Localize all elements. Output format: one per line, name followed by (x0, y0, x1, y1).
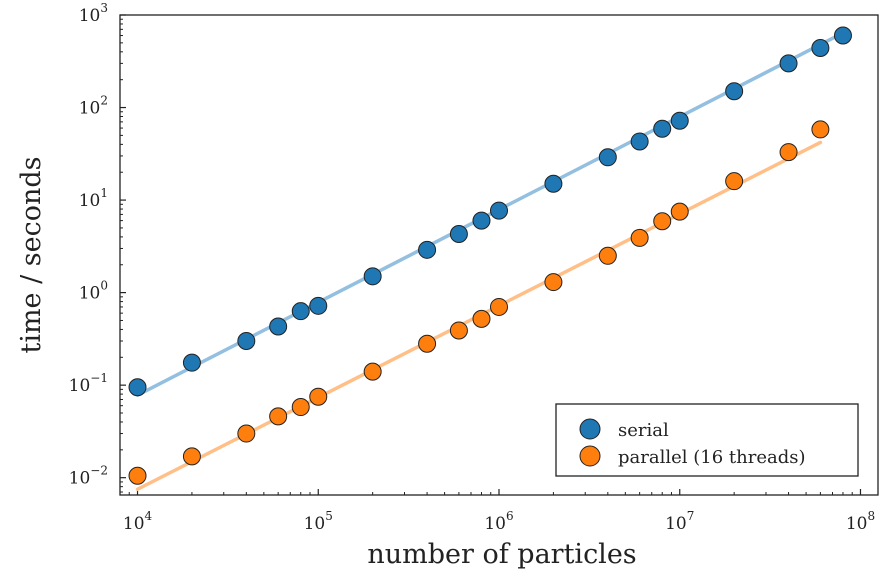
point-parallel (128, 466, 147, 485)
point-serial (630, 132, 649, 151)
point-serial (182, 353, 201, 372)
point-parallel (653, 212, 672, 231)
point-parallel (472, 309, 491, 328)
point-parallel (182, 447, 201, 466)
legend: serial parallel (16 threads) (555, 403, 859, 477)
point-parallel (269, 407, 288, 426)
x-tick-label: 106 (484, 509, 513, 534)
x-tick-base: 10 (665, 514, 687, 534)
y-tick-exponent: 3 (100, 1, 108, 15)
y-tick-label: 102 (79, 94, 108, 119)
point-parallel (670, 202, 689, 221)
y-tick-label: 101 (79, 186, 108, 211)
x-tick-label: 107 (665, 509, 694, 534)
point-parallel (490, 297, 508, 316)
x-tick-exponent: 6 (506, 509, 514, 523)
x-tick-base: 10 (484, 514, 506, 534)
point-serial (670, 111, 689, 130)
y-tick-exponent: −1 (90, 371, 108, 385)
point-serial (418, 240, 437, 259)
y-tick-base: 10 (79, 6, 101, 26)
y-tick-label: 103 (79, 1, 108, 26)
y-tick-exponent: 2 (100, 94, 108, 108)
point-serial (449, 224, 468, 243)
y-tick-exponent: 0 (100, 279, 108, 293)
x-tick-label: 108 (846, 509, 875, 534)
y-tick-label: 10−2 (69, 464, 108, 489)
y-tick-base: 10 (69, 376, 91, 396)
point-serial (128, 378, 147, 397)
point-parallel (811, 120, 830, 139)
point-serial (269, 317, 288, 336)
x-tick-label: 104 (123, 509, 153, 534)
legend-box (555, 403, 859, 477)
point-parallel (598, 246, 617, 265)
x-tick-exponent: 7 (687, 509, 695, 523)
point-serial (291, 302, 310, 321)
point-parallel (449, 321, 468, 340)
point-serial (490, 201, 508, 220)
point-parallel (237, 424, 256, 443)
point-serial (725, 82, 744, 101)
legend-marker-parallel (579, 445, 601, 467)
point-parallel (630, 228, 649, 247)
point-serial (309, 296, 328, 315)
point-serial (237, 331, 256, 350)
legend-marker-serial (579, 418, 601, 440)
y-tick-exponent: −2 (90, 464, 108, 478)
x-tick-exponent: 5 (325, 509, 333, 523)
point-serial (811, 38, 830, 57)
data-points (128, 26, 852, 485)
x-tick-label: 105 (304, 509, 333, 534)
y-tick-base: 10 (79, 191, 101, 211)
legend-label-serial: serial (618, 420, 669, 441)
y-tick-base: 10 (79, 284, 101, 304)
point-serial (544, 174, 563, 193)
y-tick-label: 100 (79, 279, 108, 304)
x-tick-base: 10 (304, 514, 326, 534)
point-serial (598, 148, 617, 167)
x-tick-exponent: 8 (867, 509, 875, 523)
legend-label-parallel: parallel (16 threads) (618, 447, 805, 468)
y-tick-base: 10 (79, 99, 101, 119)
point-parallel (291, 398, 310, 417)
point-serial (653, 119, 672, 138)
x-axis-label: number of particles (367, 539, 636, 570)
point-parallel (779, 143, 798, 162)
point-serial (363, 267, 382, 286)
x-tick-exponent: 4 (145, 509, 153, 523)
point-parallel (363, 362, 382, 381)
point-serial (779, 54, 798, 73)
x-tick-base: 10 (846, 514, 868, 534)
point-parallel (544, 273, 563, 292)
point-serial (472, 211, 491, 230)
point-parallel (309, 387, 328, 406)
y-tick-label: 10−1 (69, 371, 108, 396)
y-axis-label: time / seconds (16, 156, 47, 353)
point-parallel (418, 334, 437, 353)
x-tick-base: 10 (123, 514, 145, 534)
y-tick-exponent: 1 (100, 186, 108, 200)
y-tick-base: 10 (69, 469, 91, 489)
point-serial (833, 26, 852, 45)
point-parallel (725, 172, 744, 191)
